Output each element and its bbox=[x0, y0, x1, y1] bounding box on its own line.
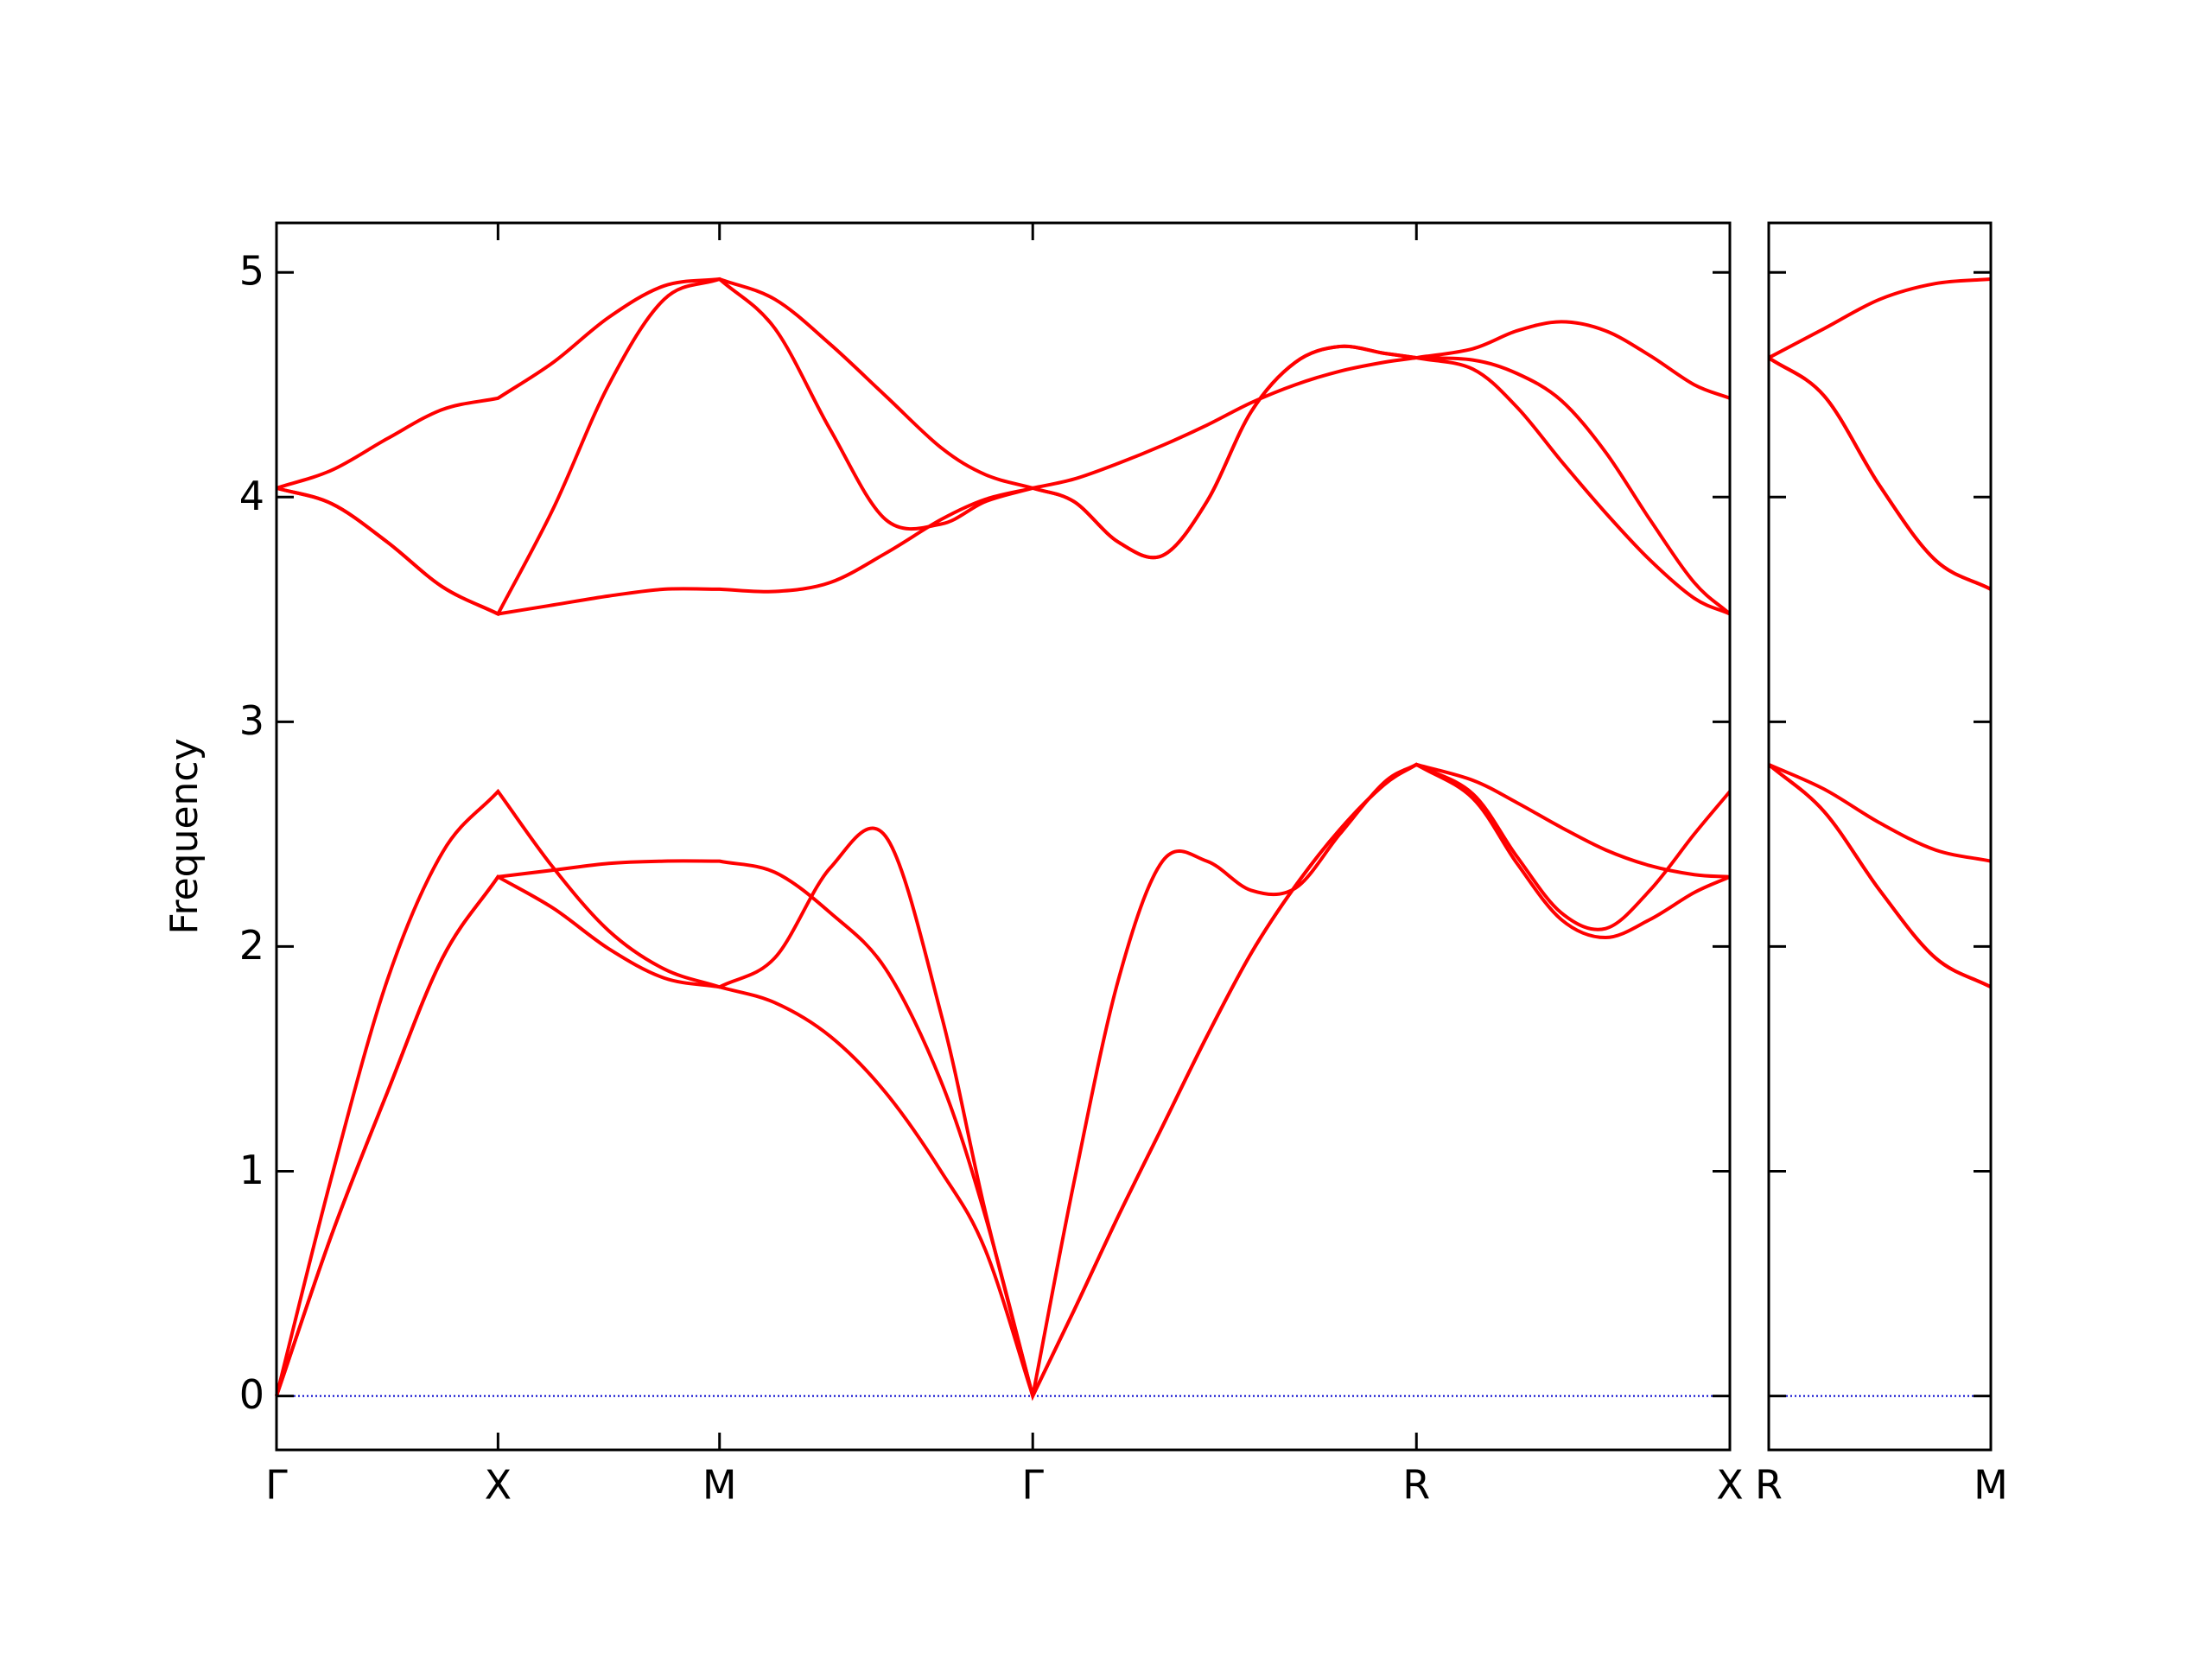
plot-frame bbox=[275, 221, 1732, 1452]
x-tick-label: Γ bbox=[265, 1462, 288, 1509]
y-tick-label: 2 bbox=[239, 922, 264, 969]
band-line bbox=[1767, 763, 1992, 989]
x-tick-label: M bbox=[702, 1462, 737, 1509]
band-line bbox=[1768, 762, 1992, 863]
x-tick-label: R bbox=[1402, 1462, 1430, 1509]
x-tick-label: M bbox=[1974, 1462, 2008, 1509]
y-axis-label: Frequency bbox=[162, 738, 207, 934]
x-tick-label: Γ bbox=[1021, 1462, 1044, 1509]
band-line bbox=[1767, 356, 1992, 591]
band-line bbox=[275, 762, 1731, 1397]
y-tick-label: 0 bbox=[239, 1371, 264, 1418]
y-tick-label: 5 bbox=[239, 248, 264, 295]
band-line bbox=[276, 276, 1731, 490]
y-tick-label: 4 bbox=[239, 473, 264, 519]
band-line bbox=[1767, 763, 1992, 989]
plot-frame bbox=[1767, 221, 1993, 1452]
y-tick-label: 3 bbox=[239, 697, 264, 744]
x-tick-label: X bbox=[1716, 1462, 1744, 1509]
x-tick-label: R bbox=[1755, 1462, 1783, 1509]
band-line bbox=[1767, 356, 1992, 591]
band-line bbox=[1768, 277, 1992, 359]
x-tick-label: X bbox=[485, 1462, 512, 1509]
y-tick-label: 1 bbox=[239, 1147, 264, 1193]
band-line bbox=[275, 762, 1731, 1401]
band-line bbox=[276, 276, 1732, 617]
